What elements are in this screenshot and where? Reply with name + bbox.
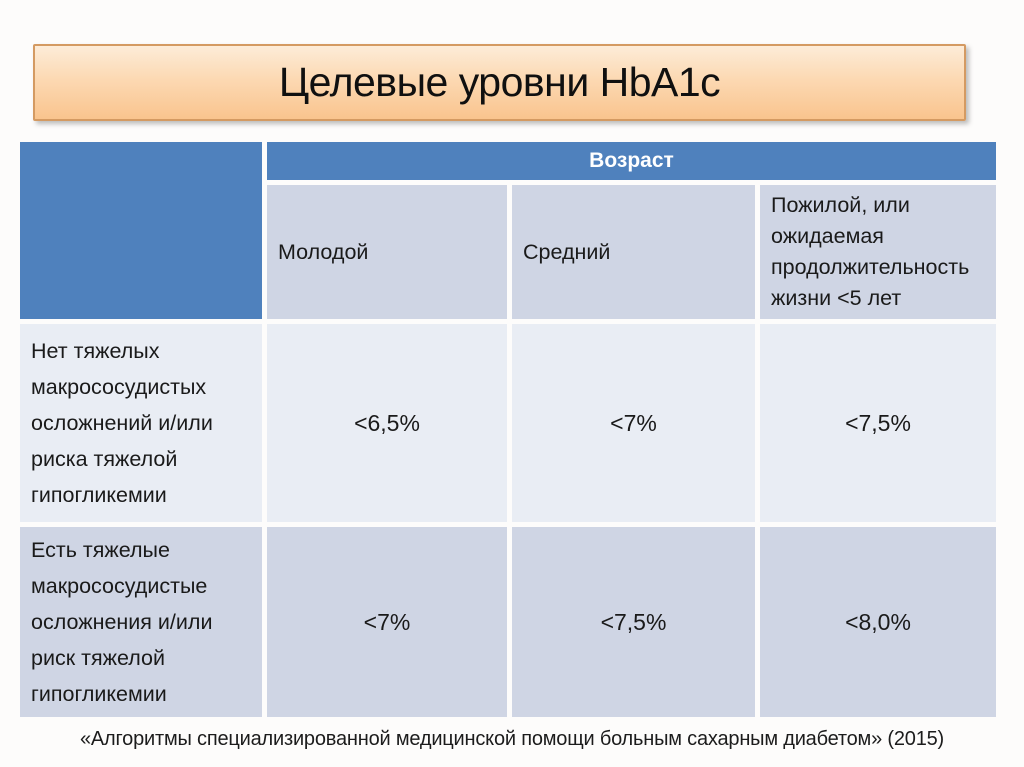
- hba1c-table: Возраст Молодой Средний Пожилой, или ожи…: [20, 142, 996, 717]
- value-has-complications-elderly: <8,0%: [760, 527, 996, 717]
- age-header: Возраст: [267, 142, 996, 180]
- slide-title: Целевые уровни HbA1c: [278, 59, 721, 105]
- title-box: Целевые уровни HbA1c: [33, 44, 966, 121]
- corner-cell: [20, 142, 262, 319]
- value-has-complications-young: <7%: [267, 527, 507, 717]
- row-label-has-complications: Есть тяжелые макрососудистые осложнения …: [20, 527, 262, 717]
- column-header-elderly: Пожилой, или ожидаемая продолжительность…: [760, 185, 996, 319]
- row-label-has-complications-text: Есть тяжелые макрососудистые осложнения …: [31, 538, 213, 706]
- value-no-complications-elderly: <7,5%: [760, 324, 996, 522]
- column-header-middle: Средний: [512, 185, 755, 319]
- value-has-complications-middle: <7,5%: [512, 527, 755, 717]
- value-no-complications-young: <6,5%: [267, 324, 507, 522]
- value-no-complications-middle: <7%: [512, 324, 755, 522]
- column-header-young-label: Молодой: [278, 239, 369, 264]
- column-header-elderly-label: Пожилой, или ожидаемая продолжительность…: [771, 193, 970, 310]
- footer-citation: «Алгоритмы специализированной медицинско…: [79, 728, 944, 750]
- column-header-young: Молодой: [267, 185, 507, 319]
- row-label-no-complications: Нет тяжелых макрососудистых осложнений и…: [20, 324, 262, 522]
- column-header-middle-label: Средний: [523, 239, 611, 264]
- row-label-no-complications-text: Нет тяжелых макрососудистых осложнений и…: [31, 339, 213, 507]
